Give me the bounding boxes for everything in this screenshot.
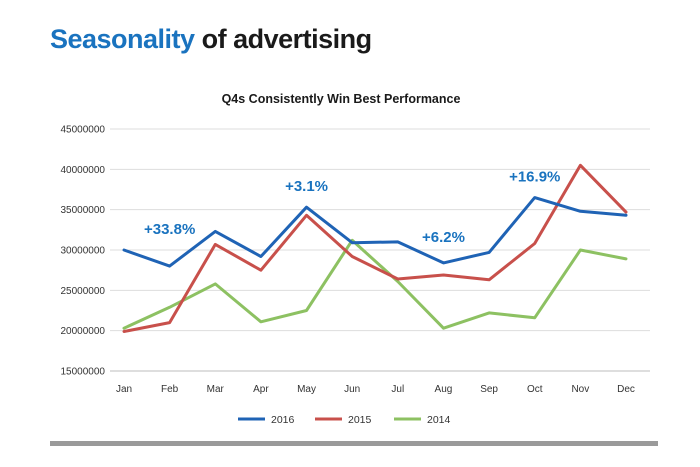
x-tick-label: Jul [391, 384, 404, 395]
annotations: +33.8% +3.1% +6.2% +16.9% [144, 168, 560, 246]
y-tick-label: 20000000 [61, 326, 106, 337]
page-heading: Seasonality of advertising [50, 24, 372, 55]
y-tick-label: 35000000 [61, 205, 106, 216]
x-tick-label: May [297, 384, 316, 395]
legend-label: 2014 [427, 414, 451, 426]
series-line-2016 [122, 196, 628, 268]
x-tick-label: Sep [480, 384, 498, 395]
x-tick-label: Jan [116, 384, 132, 395]
annotation-label: +6.2% [422, 229, 465, 246]
x-tick-label: Dec [617, 384, 635, 395]
x-tick-label: Mar [207, 384, 225, 395]
x-tick-label: Apr [253, 384, 269, 395]
series-line-2014 [122, 238, 628, 330]
legend-label: 2015 [348, 414, 372, 426]
annotation-label: +3.1% [285, 178, 328, 195]
heading-accent: Seasonality [50, 24, 195, 54]
legend: 2016 2015 2014 [238, 414, 451, 426]
y-tick-label: 45000000 [61, 125, 106, 136]
x-tick-label: Aug [435, 384, 453, 395]
heading-rest: of advertising [194, 24, 373, 54]
chart-title: Q4s Consistently Win Best Performance [222, 92, 461, 106]
series-lines [122, 163, 628, 333]
series-line-2015 [122, 163, 628, 333]
legend-label: 2016 [271, 414, 295, 426]
y-tick-label: 15000000 [61, 367, 106, 378]
y-axis-ticks: 45000000 40000000 35000000 30000000 25000000… [61, 125, 106, 378]
y-tick-label: 25000000 [61, 286, 106, 297]
footer-divider [50, 441, 658, 446]
x-tick-label: Jun [344, 384, 360, 395]
x-axis-ticks: Jan Feb Mar Apr May Jun Jul Aug Sep Oct Nov Dec [116, 384, 635, 395]
x-tick-label: Oct [527, 384, 543, 395]
annotation-label: +33.8% [144, 221, 195, 238]
y-tick-label: 30000000 [61, 246, 106, 257]
annotation-label: +16.9% [509, 168, 560, 185]
y-tick-label: 40000000 [61, 165, 106, 176]
x-tick-label: Nov [571, 384, 589, 395]
x-tick-label: Feb [161, 384, 179, 395]
